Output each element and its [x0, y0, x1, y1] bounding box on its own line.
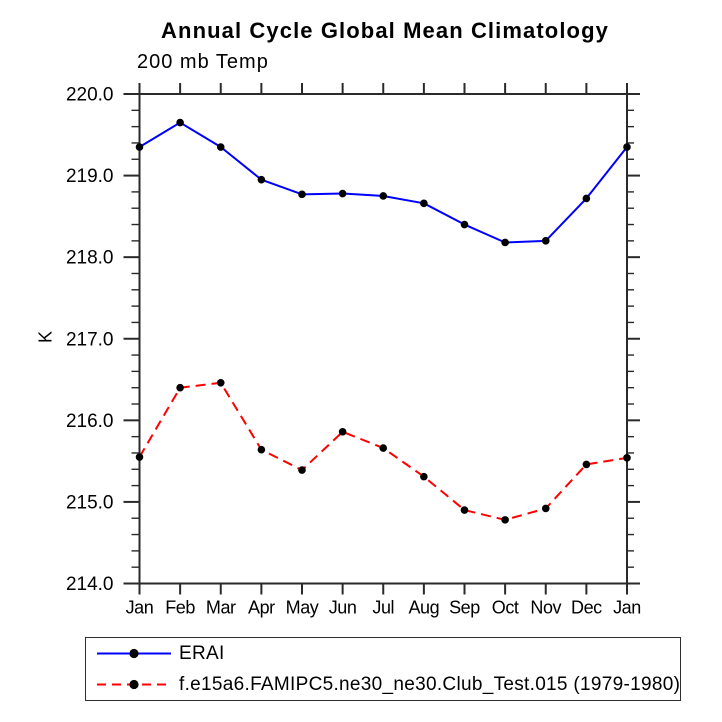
series-1-marker-Apr	[257, 445, 266, 454]
y-tick-label: 220.0	[66, 85, 114, 106]
series-1-marker-Jul	[379, 444, 388, 452]
x-tick-label: Apr	[248, 598, 275, 618]
x-tick-label: Feb	[165, 598, 195, 618]
legend-item-model: f.e15a6.FAMIPC5.ne30_ne30.Club_Test.015 …	[91, 670, 680, 699]
y-tick-label: 214.0	[66, 574, 114, 595]
series-0-marker-Mar	[216, 143, 225, 151]
x-tick-label: May	[286, 598, 319, 618]
x-tick-label: Nov	[530, 598, 561, 618]
x-tick-label: Dec	[571, 598, 602, 618]
series-1-marker-Nov	[541, 504, 550, 513]
legend-box: ERAI f.e15a6.FAMIPC5.ne30_ne30.Club_Test…	[85, 637, 681, 701]
x-tick-label: Jan	[126, 598, 154, 618]
series-1-marker-Feb	[176, 383, 184, 392]
x-tick-label: Jun	[329, 598, 357, 618]
series-line-0	[138, 121, 628, 244]
legend-solid-line-icon	[97, 648, 171, 659]
series-0-marker-Feb	[176, 118, 184, 127]
series-0-marker-Jun	[338, 189, 347, 198]
legend-label-erai: ERAI	[179, 642, 225, 664]
series-0-marker-Jan	[135, 143, 144, 151]
series-1-marker-May	[298, 466, 306, 474]
x-tick-label: Oct	[492, 598, 519, 618]
series-1-marker-Jun	[338, 427, 347, 436]
y-tick-label: 215.0	[66, 492, 114, 513]
series-0-marker-Apr	[257, 175, 266, 184]
series-0-marker-Dec	[582, 194, 591, 203]
series-0-marker-Jul	[379, 192, 388, 200]
legend-dashed-line-icon	[97, 679, 171, 690]
plot-border	[138, 93, 628, 585]
y-tick-label: 217.0	[66, 329, 114, 350]
series-1-marker-Dec	[582, 460, 591, 469]
series-1-marker-Jan	[623, 454, 631, 462]
x-tick-label: Aug	[408, 598, 439, 618]
legend-label-model: f.e15a6.FAMIPC5.ne30_ne30.Club_Test.015 …	[179, 673, 681, 695]
y-tick-label: 219.0	[66, 166, 114, 187]
x-tick-label: Jul	[372, 598, 394, 618]
series-0-marker-Aug	[420, 199, 428, 208]
series-0-marker-Oct	[501, 238, 509, 247]
series-0-marker-Nov	[541, 237, 550, 245]
chart-title: Annual Cycle Global Mean Climatology	[161, 18, 609, 43]
y-tick-label: 218.0	[66, 248, 114, 269]
chart-subtitle: 200 mb Temp	[137, 51, 269, 73]
series-1-marker-Mar	[216, 379, 225, 387]
series-0-marker-May	[298, 190, 306, 199]
series-1-marker-Oct	[501, 516, 509, 524]
series-0-marker-Sep	[460, 220, 469, 229]
x-tick-label: Mar	[206, 598, 236, 618]
x-tick-label: Sep	[449, 598, 480, 618]
y-tick-label: 216.0	[66, 411, 114, 432]
series-0-marker-Jan	[623, 143, 631, 151]
legend-item-erai: ERAI	[91, 639, 680, 668]
series-1-marker-Sep	[460, 506, 469, 514]
series-1-marker-Jan	[135, 453, 144, 461]
series-1-marker-Aug	[420, 472, 428, 481]
x-tick-label: Jan	[613, 598, 641, 618]
